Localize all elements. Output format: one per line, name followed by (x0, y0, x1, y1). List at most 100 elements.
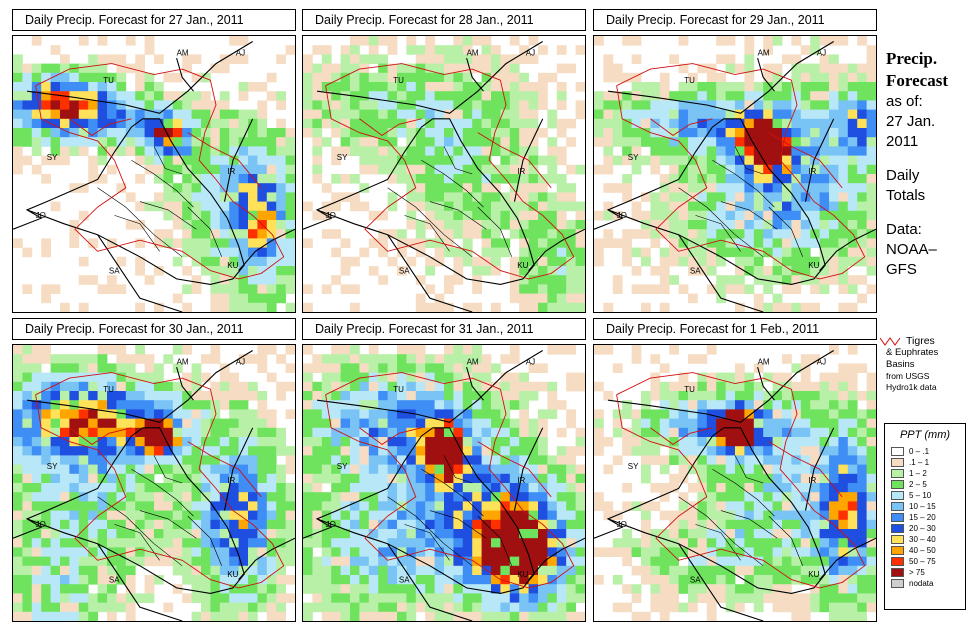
basin-note-line4: from USGS (886, 371, 930, 381)
country-label-am: AM (758, 357, 770, 366)
precip-raster (594, 36, 876, 312)
country-label-sa: SA (399, 575, 410, 584)
country-border (757, 57, 775, 92)
basin-outline (187, 132, 262, 189)
country-border (804, 427, 835, 511)
legend-label: 20 – 30 (909, 524, 936, 533)
legend-item: nodata (885, 578, 965, 589)
country-border (13, 518, 43, 539)
country-label-aj: AJ (817, 48, 826, 57)
precip-raster (303, 345, 585, 621)
forecast-map: AM AJ TU SY IR JO SA KU (12, 344, 296, 622)
country-label-jo: JO (36, 211, 46, 220)
country-border (606, 118, 826, 285)
country-label-am: AM (177, 48, 189, 57)
legend-swatch (891, 447, 904, 456)
panel-title: Daily Precip. Forecast for 27 Jan., 2011 (12, 9, 296, 31)
country-label-am: AM (177, 357, 189, 366)
country-label-tu: TU (393, 76, 404, 85)
country-border (608, 350, 834, 423)
country-label-ku: KU (227, 570, 238, 579)
province-boundary (477, 515, 512, 566)
legend-item: 20 – 30 (885, 523, 965, 534)
forecast-info: Precip. Forecast as of: 27 Jan. 2011 Dai… (886, 48, 968, 280)
basin-note-line3: Basins (886, 359, 915, 370)
country-border (315, 118, 535, 285)
province-boundary (114, 524, 160, 561)
panel-title: Daily Precip. Forecast for 31 Jan., 2011 (302, 318, 586, 340)
basin-outline (477, 441, 552, 498)
country-label-ir: IR (517, 476, 525, 485)
country-label-sa: SA (109, 266, 120, 275)
country-label-sa: SA (690, 266, 701, 275)
country-label-sa: SA (690, 575, 701, 584)
legend-label: 15 – 20 (909, 513, 936, 522)
sidebar-title-line1: Precip. (886, 49, 938, 68)
country-label-sa: SA (399, 266, 410, 275)
province-boundary (443, 146, 473, 175)
basin-outline (359, 118, 422, 136)
country-border (97, 543, 183, 621)
country-label-ku: KU (227, 261, 238, 270)
forecast-panel-31-jan: Daily Precip. Forecast for 31 Jan., 2011… (302, 318, 586, 622)
legend-swatch (891, 579, 904, 588)
legend-item: 1 – 2 (885, 468, 965, 479)
province-boundary (429, 510, 487, 539)
country-border (513, 427, 544, 511)
basin-legend: Tigres & Euphrates Basins from USGS Hydr… (880, 335, 970, 393)
province-boundary (114, 215, 160, 252)
legend-swatch (891, 480, 904, 489)
province-boundary (187, 206, 222, 257)
country-label-ku: KU (808, 261, 819, 270)
country-border (804, 118, 835, 202)
basin-outline (69, 427, 132, 445)
country-border (678, 234, 764, 312)
province-boundary (139, 201, 197, 230)
country-label-ir: IR (227, 476, 235, 485)
country-label-aj: AJ (526, 357, 535, 366)
legend-swatch (891, 546, 904, 555)
precip-raster (13, 345, 295, 621)
province-boundary (187, 515, 222, 566)
country-label-tu: TU (103, 76, 114, 85)
country-label-jo: JO (617, 520, 627, 529)
country-border (528, 537, 585, 580)
country-label-ir: IR (227, 167, 235, 176)
legend-item: .1 – 1 (885, 457, 965, 468)
province-boundary (153, 455, 183, 484)
legend-item: 0 – .1 (885, 446, 965, 457)
basin-outline (187, 441, 262, 498)
province-boundary (695, 524, 741, 561)
forecast-panel-1-feb: Daily Precip. Forecast for 1 Feb., 2011 … (593, 318, 877, 622)
legend-item: 15 – 20 (885, 512, 965, 523)
ppt-legend: PPT (mm) 0 – .1 .1 – 1 1 – 2 2 – 5 5 – 10 10 … (884, 423, 966, 610)
province-boundary (443, 455, 473, 484)
legend-item: 2 – 5 (885, 479, 965, 490)
country-label-jo: JO (617, 211, 627, 220)
country-border (819, 537, 876, 580)
country-border (757, 366, 775, 401)
legend-items: 0 – .1 .1 – 1 1 – 2 2 – 5 5 – 10 10 – 15 15 – … (885, 446, 965, 589)
legend-swatch (891, 535, 904, 544)
country-border (303, 518, 333, 539)
asof-date-line1: 27 Jan. (886, 113, 936, 130)
legend-swatch (891, 502, 904, 511)
province-boundary (712, 159, 775, 208)
legend-label: 1 – 2 (909, 469, 927, 478)
basin-outline (650, 427, 713, 445)
legend-swatch (891, 524, 904, 533)
country-border (25, 427, 245, 594)
province-boundary (712, 468, 775, 517)
panel-title: Daily Precip. Forecast for 30 Jan., 2011 (12, 318, 296, 340)
data-source-line2: NOAA– (886, 241, 937, 258)
country-label-jo: JO (326, 520, 336, 529)
province-boundary (153, 146, 183, 175)
country-label-sy: SY (47, 153, 58, 162)
panel-title: Daily Precip. Forecast for 1 Feb., 2011 (593, 318, 877, 340)
legend-swatch (891, 557, 904, 566)
province-boundary (768, 206, 803, 257)
country-border (678, 543, 764, 621)
province-boundary (720, 510, 778, 539)
basin-outline (768, 132, 843, 189)
basin-line-icon (880, 337, 901, 346)
